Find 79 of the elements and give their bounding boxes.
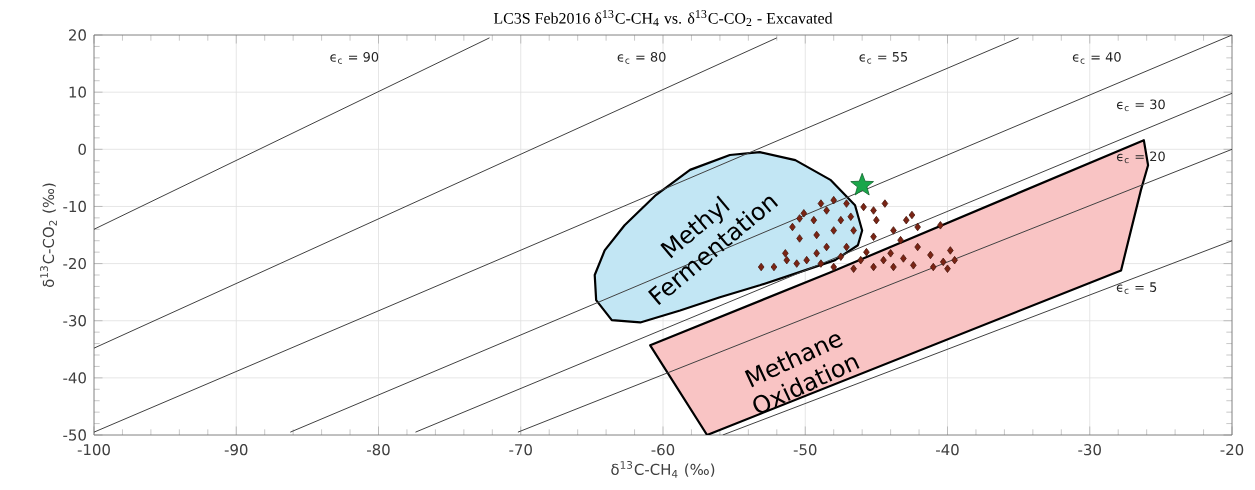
annotation: ϵ$_{c}$ = 90 — [330, 52, 379, 64]
point — [793, 259, 800, 268]
x-tick-label: -60 — [651, 444, 675, 456]
point — [908, 210, 916, 220]
chart-title: LC3S Feb2016 δ$^{13}$C-CH$_{4}$ vs. δ$^{13}$C-CO$_{2}$ - Excavated — [493, 9, 833, 26]
x-tick-label: -80 — [367, 444, 390, 456]
point — [817, 259, 825, 268]
x-tick-label: -40 — [936, 444, 959, 456]
point — [810, 215, 818, 225]
point — [890, 226, 897, 235]
point — [850, 264, 857, 273]
point — [857, 255, 864, 265]
x-tick-label: -30 — [1078, 444, 1101, 456]
x-tick-label: -50 — [793, 444, 817, 456]
y-tick-label: -10 — [63, 200, 86, 213]
point — [850, 172, 874, 196]
point — [947, 246, 954, 255]
point — [937, 221, 944, 230]
point — [843, 199, 850, 208]
point — [796, 214, 803, 223]
y-tick-label: 0 — [78, 143, 86, 155]
annotation: ϵ$_{c}$ = 5 — [1116, 282, 1157, 294]
point — [897, 235, 904, 245]
y-tick-label: -20 — [63, 257, 86, 270]
point — [927, 250, 934, 260]
annotation: ϵ$_{c}$ = 20 — [1116, 151, 1165, 164]
x-tick-label: -70 — [509, 444, 532, 456]
y-tick-label: -50 — [63, 429, 86, 441]
point — [903, 215, 910, 225]
point — [900, 254, 907, 263]
point — [914, 242, 921, 252]
point — [800, 209, 808, 218]
point — [813, 249, 820, 258]
point — [914, 222, 921, 232]
annotation: ϵ$_{c}$ = 80 — [617, 52, 666, 64]
point — [880, 255, 887, 265]
x-tick-label: -100 — [77, 444, 110, 456]
point — [830, 226, 837, 235]
x-tick-label: -90 — [224, 444, 248, 456]
point — [881, 199, 889, 208]
x-axis-title: δ$^{13}$C-CH$_{4}$ (‰) — [611, 461, 715, 478]
annotation: ϵ$_{c}$ = 30 — [1116, 99, 1165, 112]
point — [870, 262, 877, 272]
point — [870, 206, 877, 215]
point — [890, 262, 897, 272]
point — [860, 202, 867, 212]
point — [830, 195, 837, 205]
point — [930, 262, 937, 272]
point — [873, 215, 880, 225]
point — [837, 215, 845, 225]
point — [830, 262, 837, 272]
point — [783, 255, 790, 265]
point — [870, 232, 877, 241]
point — [847, 212, 855, 221]
annotation: ϵ$_{c}$ = 55 — [859, 52, 908, 64]
point — [789, 222, 796, 232]
point — [850, 226, 857, 235]
point — [951, 255, 958, 265]
point — [823, 242, 830, 252]
point — [843, 242, 850, 252]
x-tick-label: -20 — [1220, 444, 1244, 456]
point — [803, 255, 810, 265]
point — [910, 261, 917, 270]
y-tick-label: -30 — [63, 315, 86, 327]
point — [940, 257, 947, 267]
point — [813, 230, 820, 240]
point — [817, 199, 825, 208]
point — [837, 252, 845, 261]
point — [823, 206, 830, 215]
point — [782, 249, 789, 258]
point — [887, 249, 894, 258]
point — [796, 234, 803, 243]
point — [944, 264, 951, 273]
point — [863, 247, 870, 257]
y-axis-title: δ$^{13}$C-CO$_{2}$ (‰) — [40, 183, 57, 287]
y-tick-label: 20 — [69, 29, 86, 41]
y-tick-label: -40 — [63, 372, 86, 384]
annotation: ϵ$_{c}$ = 40 — [1072, 52, 1121, 64]
y-tick-label: 10 — [69, 86, 86, 98]
